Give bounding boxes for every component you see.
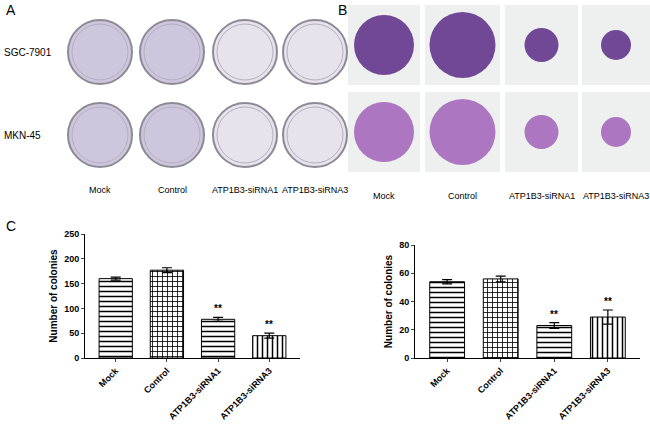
svg-text:Control: Control bbox=[448, 191, 477, 201]
svg-text:100: 100 bbox=[64, 304, 79, 314]
svg-text:60: 60 bbox=[399, 268, 409, 278]
svg-text:Control: Control bbox=[158, 185, 187, 195]
svg-text:40: 40 bbox=[399, 297, 409, 307]
svg-text:50: 50 bbox=[69, 328, 79, 338]
svg-text:Control: Control bbox=[476, 366, 506, 396]
svg-text:ATP1B3-siRNA3: ATP1B3-siRNA3 bbox=[218, 366, 274, 422]
svg-text:Mock: Mock bbox=[428, 365, 452, 389]
svg-text:ATP1B3-siRNA1: ATP1B3-siRNA1 bbox=[503, 366, 559, 422]
svg-text:ATP1B3-siRNA1: ATP1B3-siRNA1 bbox=[212, 185, 278, 195]
svg-text:Mock: Mock bbox=[373, 191, 395, 201]
svg-text:**: ** bbox=[214, 303, 222, 314]
svg-text:A: A bbox=[6, 2, 16, 18]
svg-text:Control: Control bbox=[142, 366, 172, 396]
svg-text:ATP1B3-siRNA3: ATP1B3-siRNA3 bbox=[282, 185, 348, 195]
svg-text:ATP1B3-siRNA3: ATP1B3-siRNA3 bbox=[583, 191, 649, 201]
svg-text:SGC-7901: SGC-7901 bbox=[4, 47, 52, 58]
svg-text:200: 200 bbox=[64, 254, 79, 264]
svg-text:250: 250 bbox=[64, 229, 79, 239]
svg-text:ATP1B3-siRNA3: ATP1B3-siRNA3 bbox=[557, 366, 613, 422]
svg-text:MKN-45: MKN-45 bbox=[4, 130, 41, 141]
svg-text:ATP1B3-siRNA1: ATP1B3-siRNA1 bbox=[509, 191, 575, 201]
svg-text:150: 150 bbox=[64, 279, 79, 289]
svg-text:B: B bbox=[338, 2, 347, 18]
svg-text:**: ** bbox=[265, 319, 273, 330]
svg-text:Number of colonies: Number of colonies bbox=[48, 249, 59, 343]
svg-text:ATP1B3-siRNA1: ATP1B3-siRNA1 bbox=[167, 366, 223, 422]
svg-text:0: 0 bbox=[74, 353, 79, 363]
svg-text:Number of colonies: Number of colonies bbox=[383, 254, 394, 348]
svg-text:C: C bbox=[6, 218, 16, 234]
svg-text:80: 80 bbox=[399, 240, 409, 250]
svg-text:**: ** bbox=[550, 309, 558, 320]
svg-text:Mock: Mock bbox=[89, 185, 111, 195]
svg-text:Mock: Mock bbox=[97, 365, 121, 389]
svg-text:0: 0 bbox=[404, 353, 409, 363]
svg-text:**: ** bbox=[604, 296, 612, 307]
svg-text:20: 20 bbox=[399, 325, 409, 335]
